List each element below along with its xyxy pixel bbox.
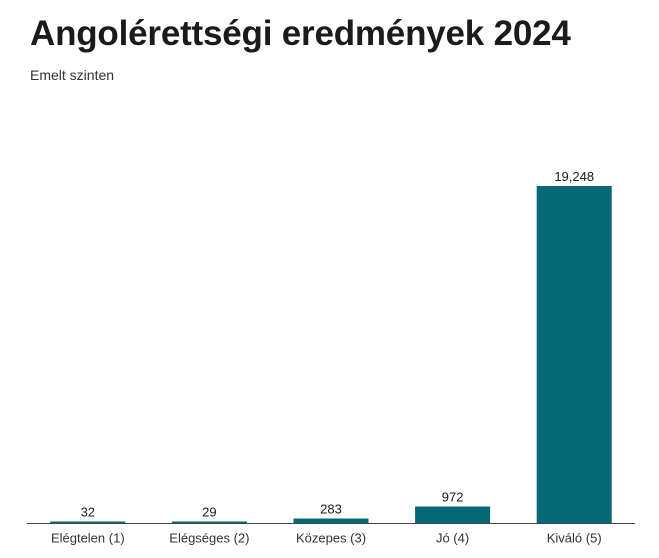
x-tick-labels: Elégtelen (1) Elégséges (2) Közepes (3) Jó … (51, 531, 602, 546)
data-label-1: 32 (81, 505, 95, 520)
bar-3 (293, 518, 369, 524)
bar-2 (171, 521, 247, 524)
bar-5 (536, 186, 612, 524)
data-label-5: 19,248 (554, 169, 594, 184)
data-label-4: 972 (442, 490, 464, 505)
x-tick-label-5: Kiváló (5) (547, 531, 602, 546)
x-tick-label-3: Közepes (3) (296, 531, 366, 546)
x-tick-label-1: Elégtelen (1) (51, 531, 125, 546)
bar-1 (50, 521, 126, 524)
chart-title: Angolérettségi eredmények 2024 (30, 14, 571, 53)
bars (50, 186, 612, 524)
bar-4 (415, 506, 491, 524)
data-label-3: 283 (320, 502, 342, 517)
x-tick-label-2: Elégséges (2) (169, 531, 249, 546)
data-labels: 32 29 283 972 19,248 (81, 169, 595, 520)
chart-subtitle: Emelt szinten (30, 67, 115, 83)
data-label-2: 29 (202, 505, 216, 520)
x-tick-label-4: Jó (4) (436, 531, 469, 546)
